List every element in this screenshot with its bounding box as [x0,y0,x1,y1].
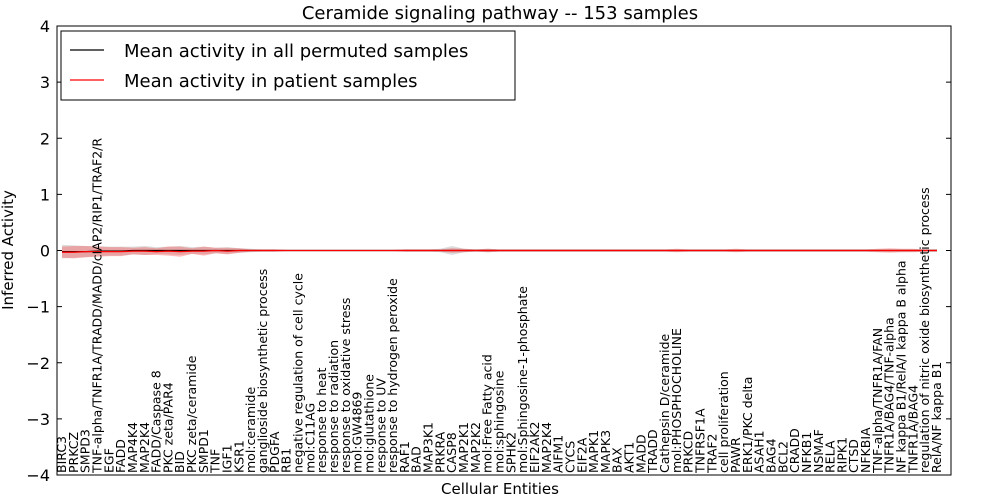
x-tick-label: response to oxidative stress [338,298,353,473]
legend-label-permuted: Mean activity in all permuted samples [124,41,468,62]
x-tick-label: MADD [633,434,648,473]
x-tick-label: response to hydrogen peroxide [385,278,400,473]
x-tick-label: regulation of nitric oxide biosynthetic … [917,187,932,473]
x-tick-label: MAP2K1 [456,422,471,473]
x-tick-label: AKT1 [622,442,637,473]
x-tick-label: TRAF2 [704,433,719,474]
x-tick-label: BAG4 [764,438,779,473]
x-tick-label: BCL2 [775,441,790,473]
x-tick-label: CTSD [846,439,861,473]
x-tick-label: KSR1 [231,440,246,473]
band-permuted [62,244,937,259]
x-tick-label: CRADD [787,428,802,473]
x-tick-label: RAF1 [397,441,412,473]
x-tick-label: mol:glutathione [361,374,376,473]
legend-label-patient: Mean activity in patient samples [124,71,418,92]
x-tick-label: response to heat [314,367,329,473]
x-tick-label: RB1 [279,448,294,473]
x-tick-label: SMPD1 [196,429,211,473]
y-tick-label: 0 [40,242,50,261]
x-tick-label: BIRC3 [54,436,69,473]
x-tick-label: mol:ceramide [243,387,258,473]
x-tick-label: CASP8 [444,432,459,473]
y-tick-label: 2 [40,129,50,148]
x-tick-label: PRKRA [432,431,447,473]
x-tick-label: negative regulation of cell cycle [291,273,306,473]
x-tick-label: PDGFA [267,431,282,473]
x-tick-label: mol:sphingosine [492,370,507,473]
x-tick-label: cell proliferation [716,371,731,473]
x-tick-label: BAX [610,447,625,473]
x-tick-label: NF kappa B1/RelA/I kappa B alpha [894,260,909,473]
x-tick-label: PRKCD [681,431,696,473]
x-tick-label: NFKBIA [858,427,873,473]
x-tick-label: mol:GW4869 [350,392,365,473]
x-tick-label: FADD [113,439,128,473]
x-tick-label: TNFR1A/BAG4 [905,385,920,474]
x-tick-label: PKC zeta/PAR4 [160,382,175,473]
x-tick-label: SMPD3 [78,429,93,473]
x-tick-label: MAP2K4 [137,422,152,473]
x-tick-label: MAP2K4 [539,422,554,473]
x-tick-label: mol:Free Fatty acid [480,354,495,473]
x-tick-label: MAP2K2 [468,422,483,473]
x-tick-label: MAP3K1 [421,422,436,473]
x-tick-label: MAPK3 [598,430,613,473]
legend-box [60,30,516,101]
x-tick-label: mol:PHOSPHOCHOLINE [669,328,684,473]
legend: Mean activity in all permuted samples Me… [60,30,516,101]
y-tick-label: −2 [26,354,50,373]
x-tick-label: TNF [208,449,223,474]
x-tick-label: EIF2AK2 [527,422,542,473]
x-tick-label: NSMAF [811,429,826,473]
x-axis-label: Cellular Entities [441,480,559,498]
x-tick-label: TNFR1A/BAG4/TNF-alpha [882,317,897,474]
x-tick-label: ganglioside biosynthetic process [255,269,270,473]
x-tick-label: FADD/Caspase 8 [149,370,164,473]
x-tick-label: NFKB1 [799,432,814,473]
x-tick-label: ASAH1 [752,430,767,473]
x-tick-label: Cathepsin D/ceramide [657,333,672,473]
x-tick-label: RIPK1 [834,437,849,473]
y-tick-label: 1 [40,185,50,204]
x-tick-label: mol:C11AG [302,403,317,473]
x-tick-label: TNFRSF1A [693,408,708,474]
x-tick-label: TNF-alpha/TNFR1A/TRADD/MADD/cIAP2/RIP1/T… [90,138,105,474]
x-tick-label: response to UV [373,378,388,473]
x-tick-label: response to radiation [326,340,341,473]
chart-title: Ceramide signaling pathway -- 153 sample… [302,3,698,24]
x-tick-label: mol:Sphingosine-1-phosphate [515,286,530,473]
series-line-patient [62,249,937,253]
x-tick-label: BAD [409,446,424,473]
y-axis-label: Inferred Activity [0,190,17,310]
x-tick-label: PAWR [728,437,743,473]
x-tick-label: AIFM1 [551,435,566,473]
y-tick-label: −1 [26,298,50,317]
x-tick-label: MAPK1 [586,430,601,473]
x-tick-label: BID [172,451,187,473]
x-tick-label: ERK1/PKC delta [740,377,755,473]
x-tick-label: IGF1 [220,444,235,473]
y-tick-label: −3 [26,410,50,429]
y-tick-label: −4 [26,466,50,485]
x-tick-label: TRADD [645,429,660,474]
x-tick-label: PRKCZ [66,432,81,473]
y-tick-label: 4 [40,17,50,36]
x-tick-label: EGF [101,448,116,473]
y-tick-label: 3 [40,73,50,92]
x-tick-label: SPHK2 [503,432,518,473]
band-patient [62,246,937,259]
x-tick-label: RelA/NF kappa B1 [929,362,944,473]
x-tick-label: MAP4K4 [125,422,140,473]
x-tick-label: PKC zeta/ceramide [184,355,199,473]
x-tick-label: EIF2A [574,437,589,473]
x-tick-label: RELA [823,440,838,473]
x-tick-label: TNF-alpha/TNFR1A/FAN [870,328,885,474]
x-tick-label: CYCS [562,441,577,473]
